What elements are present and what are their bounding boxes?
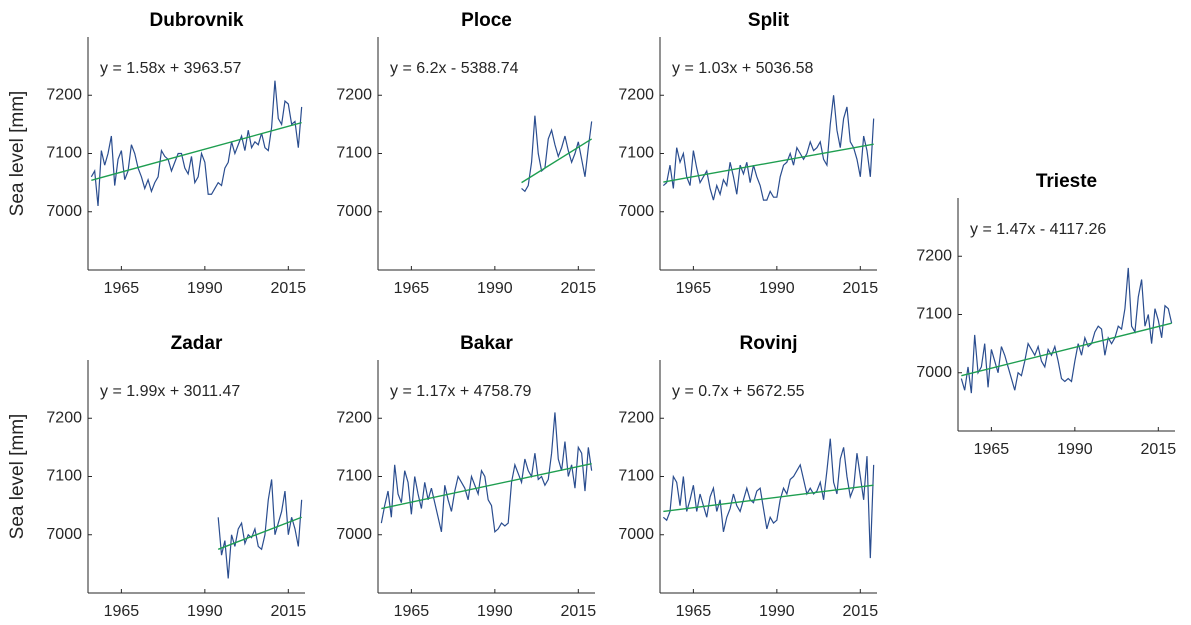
- fit-line: [663, 143, 874, 183]
- y-tick-label: 7100: [46, 468, 82, 485]
- panel: Trieste 7000 7100 7200 1965 1990 2015 y = 1.47x…: [916, 171, 1176, 458]
- data-line: [380, 412, 593, 534]
- y-tick-label: 7100: [336, 468, 372, 485]
- x-tick-label: 2015: [843, 280, 879, 297]
- y-tick-label: 7200: [336, 86, 372, 103]
- x-tick-label: 1990: [477, 280, 513, 297]
- x-tick-label: 1965: [394, 603, 430, 620]
- x-tick-label: 1965: [676, 280, 712, 297]
- fit-equation: y = 1.17x + 4758.79: [390, 383, 532, 400]
- x-tick-label: 2015: [843, 603, 879, 620]
- data-line: [662, 438, 875, 559]
- y-tick-label: 7000: [46, 203, 82, 220]
- panel-title: Ploce: [461, 10, 512, 31]
- y-tick-label: 7000: [336, 526, 372, 543]
- data-line: [521, 115, 593, 193]
- x-tick-label: 2015: [561, 603, 597, 620]
- fit-line: [961, 322, 1172, 377]
- y-tick-label: 7100: [618, 468, 654, 485]
- y-tick-label: 7200: [46, 86, 82, 103]
- panel-title: Bakar: [460, 333, 513, 354]
- x-tick-label: 2015: [561, 280, 597, 297]
- x-tick-label: 1990: [759, 603, 795, 620]
- fit-equation: y = 6.2x - 5388.74: [390, 60, 519, 77]
- panel-title: Trieste: [1036, 171, 1097, 192]
- panel-title: Rovinj: [739, 333, 797, 354]
- panel: Ploce 7000 7100 7200 1965 1990 2015 y = 6.2x - …: [336, 10, 596, 297]
- x-tick-label: 2015: [271, 603, 307, 620]
- x-tick-label: 2015: [271, 280, 307, 297]
- x-tick-label: 1965: [676, 603, 712, 620]
- y-tick-label: 7100: [618, 145, 654, 162]
- y-tick-label: 7100: [916, 306, 952, 323]
- fit-equation: y = 0.7x + 5672.55: [672, 383, 805, 400]
- panel: Dubrovnik 7000 7100 7200 1965 1990 2015 Sea lev…: [7, 10, 306, 297]
- x-tick-label: 1965: [104, 603, 140, 620]
- x-tick-label: 1965: [104, 280, 140, 297]
- x-tick-label: 1965: [394, 280, 430, 297]
- panel-title: Split: [748, 10, 790, 31]
- y-axis-label: Sea level [mm]: [7, 91, 28, 217]
- y-tick-label: 7000: [618, 203, 654, 220]
- y-tick-label: 7000: [46, 526, 82, 543]
- x-tick-label: 2015: [1141, 441, 1177, 458]
- x-tick-label: 1990: [477, 603, 513, 620]
- fit-line: [381, 463, 592, 510]
- fit-line: [521, 138, 593, 184]
- y-axis-label: Sea level [mm]: [7, 414, 28, 540]
- fit-equation: y = 1.03x + 5036.58: [672, 60, 814, 77]
- y-tick-label: 7000: [336, 203, 372, 220]
- x-tick-label: 1990: [1057, 441, 1093, 458]
- data-line: [90, 80, 303, 206]
- x-tick-label: 1990: [759, 280, 795, 297]
- y-tick-label: 7100: [46, 145, 82, 162]
- fit-equation: y = 1.99x + 3011.47: [100, 383, 240, 400]
- y-tick-label: 7200: [916, 247, 952, 264]
- fit-equation: y = 1.47x - 4117.26: [970, 221, 1106, 238]
- fit-line: [663, 484, 874, 513]
- panel: Zadar 7000 7100 7200 1965 1990 2015 Sea level […: [7, 333, 306, 620]
- y-tick-label: 7200: [336, 409, 372, 426]
- y-tick-label: 7100: [336, 145, 372, 162]
- panel: Split 7000 7100 7200 1965 1990 2015 y = 1.03x +…: [618, 10, 878, 297]
- data-line: [217, 479, 303, 579]
- y-tick-label: 7200: [618, 409, 654, 426]
- y-tick-label: 7000: [618, 526, 654, 543]
- fit-line: [91, 121, 302, 181]
- x-tick-label: 1965: [974, 441, 1010, 458]
- y-tick-label: 7000: [916, 364, 952, 381]
- y-tick-label: 7200: [46, 409, 82, 426]
- panel: Rovinj 7000 7100 7200 1965 1990 2015 y = 0.7x +…: [618, 333, 878, 620]
- x-tick-label: 1990: [187, 280, 223, 297]
- panel-title: Dubrovnik: [150, 10, 244, 31]
- fit-equation: y = 1.58x + 3963.57: [100, 60, 242, 77]
- data-line: [662, 95, 875, 201]
- y-tick-label: 7200: [618, 86, 654, 103]
- panel: Bakar 7000 7100 7200 1965 1990 2015 y = 1.17x +…: [336, 333, 596, 620]
- fit-line: [217, 516, 302, 550]
- panel-title: Zadar: [171, 333, 223, 354]
- x-tick-label: 1990: [187, 603, 223, 620]
